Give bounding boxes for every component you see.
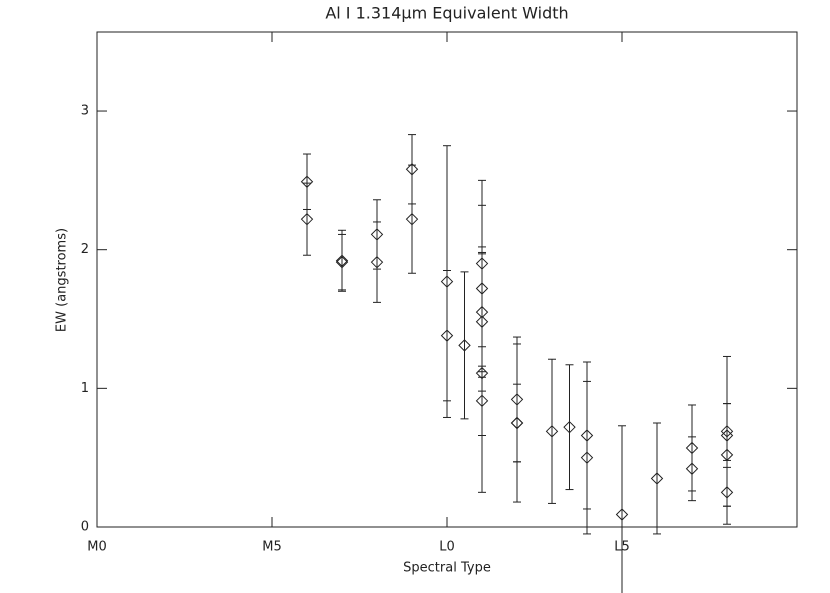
point: [440, 329, 454, 342]
y-tick-label: 2: [81, 242, 89, 257]
error-bar: [443, 269, 451, 402]
point: [720, 486, 734, 499]
point: [545, 425, 559, 438]
point: [405, 212, 419, 226]
error-bar: [583, 380, 591, 535]
point: [510, 416, 524, 430]
point: [685, 462, 699, 475]
point: [650, 472, 664, 485]
error-bar: [338, 233, 346, 291]
error-bar: [460, 271, 469, 420]
error-bar: [565, 364, 574, 491]
error-bar: [723, 459, 731, 525]
error-bar: [513, 383, 521, 463]
error-bar: [478, 365, 486, 436]
point: [615, 508, 629, 521]
y-tick-label: 1: [81, 381, 89, 396]
y-tick-label: 0: [81, 520, 89, 535]
point: [475, 394, 489, 408]
x-tick-label: M0: [87, 540, 107, 555]
error-bar: [373, 221, 381, 303]
point: [580, 451, 594, 464]
error-bar: [688, 436, 696, 502]
point: [335, 255, 349, 269]
x-tick-label: M5: [262, 540, 282, 555]
x-tick-label: L0: [439, 540, 455, 555]
chart-title: Al I 1.314μm Equivalent Width: [325, 4, 568, 23]
point: [370, 255, 384, 269]
error-bar: [548, 358, 556, 504]
y-axis-label: EW (angstroms): [55, 228, 70, 332]
point: [458, 339, 471, 352]
error-bar: [408, 164, 416, 274]
x-axis-label: Spectral Type: [403, 561, 491, 576]
point: [563, 420, 576, 434]
error-bar: [618, 425, 626, 593]
point: [300, 212, 314, 226]
error-bar: [303, 182, 311, 256]
error-bar: [653, 422, 661, 535]
y-tick-label: 3: [81, 104, 89, 119]
